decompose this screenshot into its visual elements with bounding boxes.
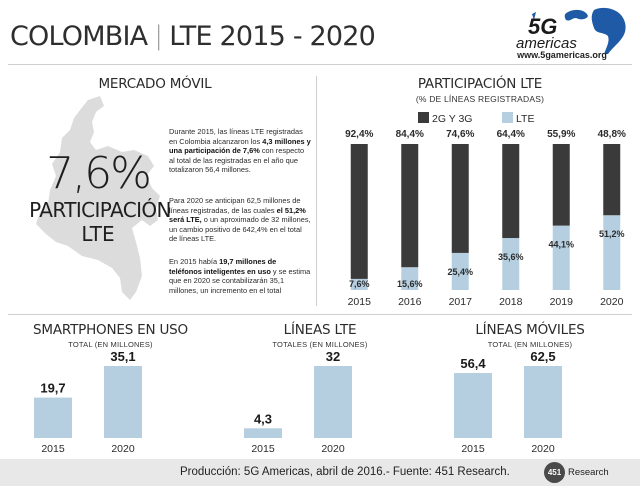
paragraph-run: Durante 2015, las líneas LTE registradas… [169, 127, 303, 146]
451-research-label: Research [568, 467, 609, 478]
lineas-lte-title: LÍNEAS LTE [283, 322, 357, 338]
bar-2g3g-2015 [350, 144, 368, 279]
label-lte-2017: 25,4% [447, 267, 473, 277]
tick-label-2015: 2015 [461, 443, 485, 455]
lineas-moviles-bar-chart: 56,4 2015 62,5 2020 [454, 349, 562, 455]
smartphones-bar-chart: 19,7 2015 35,1 2020 [34, 349, 142, 455]
paragraph-run: con respecto al total de las registradas… [169, 146, 305, 175]
section-divider [8, 314, 632, 315]
footer-credit: Producción: 5G Americas, abril de 2016.-… [180, 466, 510, 478]
colombia-map-icon [36, 96, 160, 300]
paragraph-run: y se estima que en 2020 se contabilizará… [169, 266, 311, 295]
paragraph-run: En 2015 había [169, 257, 220, 266]
paragraph-run: Para 2020 se anticipan 62,5 millones de … [169, 196, 301, 215]
label-lte-2020: 51,2% [599, 229, 625, 239]
title-range: LTE 2015 - 2020 [169, 20, 376, 52]
title-country: COLOMBIA [10, 20, 148, 52]
mercado-title: MERCADO MÓVIL [98, 76, 212, 92]
label-2g3g-2015: 92,4% [345, 129, 373, 140]
tick-label-2020: 2020 [600, 296, 624, 308]
lineas-lte-bar-chart: 4,3 2015 32 2020 [244, 349, 352, 455]
value-label-2020: 62,5 [530, 349, 555, 364]
tick-label-2020: 2020 [321, 443, 345, 455]
title-separator: | [154, 21, 163, 51]
bar-2020 [524, 366, 562, 438]
label-2g3g-2017: 74,6% [446, 129, 474, 140]
bar-2g3g-2018 [502, 144, 520, 239]
legend-lte-label: LTE [516, 113, 534, 125]
lte-chart-title: PARTICIPACIÓN LTE [417, 76, 543, 92]
footer: Producción: 5G Americas, abril de 2016.-… [0, 459, 640, 486]
label-2g3g-2018: 64,4% [497, 129, 525, 140]
lte-share-value: 7,6% [46, 148, 152, 199]
lte-share-stacked-bar-chart: 2G Y 3G LTE 92,4% 7,6% 2015 84,4% 15,6% 2016 74,… [345, 112, 626, 308]
value-label-2015: 56,4 [460, 356, 486, 371]
legend-lte-swatch [502, 112, 513, 123]
bar-2g3g-2017 [451, 144, 469, 253]
451-research-logo: 451 [544, 462, 565, 483]
lineas-moviles-title: LÍNEAS MÓVILES [475, 322, 585, 338]
paragraph-run: 19,7 millones de teléfonos inteligentes … [169, 257, 277, 276]
bar-2020 [104, 366, 142, 438]
page-title: COLOMBIA | LTE 2015 - 2020 [10, 18, 376, 54]
lte-chart-subtitle: (% DE LÍNEAS REGISTRADAS) [415, 94, 545, 104]
legend-2g-3g-label: 2G Y 3G [432, 113, 472, 125]
tick-label-2015: 2015 [251, 443, 275, 455]
value-label-2015: 19,7 [40, 381, 65, 396]
tick-label-2016: 2016 [398, 296, 422, 308]
paragraph-smartphones: En 2015 había 19,7 millones de teléfonos… [169, 257, 311, 295]
smartphones-subtitle: TOTAL (EN MILLONES) [68, 340, 153, 349]
label-lte-2019: 44,1% [548, 240, 574, 250]
label-2g3g-2020: 48,8% [598, 129, 626, 140]
paragraph-run: 4,3 millones y una participación de 7,6% [169, 136, 311, 156]
label-lte-2018: 35,6% [498, 252, 524, 262]
paragraph-2020-forecast: Para 2020 se anticipan 62,5 millones de … [169, 196, 311, 244]
paragraph-2015-lte: Durante 2015, las líneas LTE registradas… [169, 127, 311, 175]
bar-2g3g-2019 [552, 144, 570, 226]
bar-lte-2016 [401, 267, 419, 290]
smartphones-title: SMARTPHONES EN USO [33, 322, 188, 338]
tick-label-2018: 2018 [499, 296, 523, 308]
bar-lte-2020 [603, 215, 621, 290]
paragraph-run: el 51,2% será LTE, [169, 205, 306, 225]
bar-2020 [314, 366, 352, 438]
lte-chart-legend: 2G Y 3G LTE [418, 112, 534, 125]
bar-2015 [34, 397, 72, 438]
bar-2015 [454, 373, 492, 438]
logo-url: www.5gamericas.org [517, 50, 607, 60]
tick-label-2020: 2020 [531, 443, 555, 455]
tick-label-2017: 2017 [449, 296, 473, 308]
svg-text:5G: 5G [528, 14, 557, 39]
tick-label-2015: 2015 [348, 296, 372, 308]
svg-text:americas: americas [516, 35, 577, 52]
bar-lte-2017 [451, 252, 469, 290]
value-label-2015: 4,3 [254, 411, 272, 426]
bar-2015 [244, 428, 282, 438]
lte-share-label-2: LTE [81, 222, 115, 246]
bar-lte-2015 [350, 278, 368, 290]
tick-label-2019: 2019 [550, 296, 574, 308]
lineas-lte-subtitle: TOTALES (EN MILLONES) [272, 340, 368, 349]
value-label-2020: 35,1 [110, 349, 135, 364]
bar-lte-2018 [502, 238, 520, 290]
vertical-divider [316, 76, 317, 306]
label-2g3g-2019: 55,9% [547, 129, 575, 140]
tick-label-2020: 2020 [111, 443, 135, 455]
5g-americas-logo: 5G americas [516, 7, 626, 54]
tick-label-2015: 2015 [41, 443, 65, 455]
legend-2g-3g-swatch [418, 112, 429, 123]
bar-2g3g-2016 [401, 144, 419, 268]
bar-2g3g-2020 [603, 144, 621, 216]
paragraph-run: o un aproximado de 32 millones, un cambi… [169, 215, 311, 244]
lte-share-label: PARTICIPACIÓN [29, 198, 171, 222]
label-2g3g-2016: 84,4% [396, 129, 424, 140]
value-label-2020: 32 [326, 349, 340, 364]
bar-lte-2019 [552, 225, 570, 290]
label-lte-2016: 15,6% [397, 279, 423, 289]
label-lte-2015: 7,6% [349, 279, 370, 289]
header-divider [8, 64, 632, 65]
lineas-moviles-subtitle: TOTAL (EN MILLONES) [487, 340, 573, 349]
